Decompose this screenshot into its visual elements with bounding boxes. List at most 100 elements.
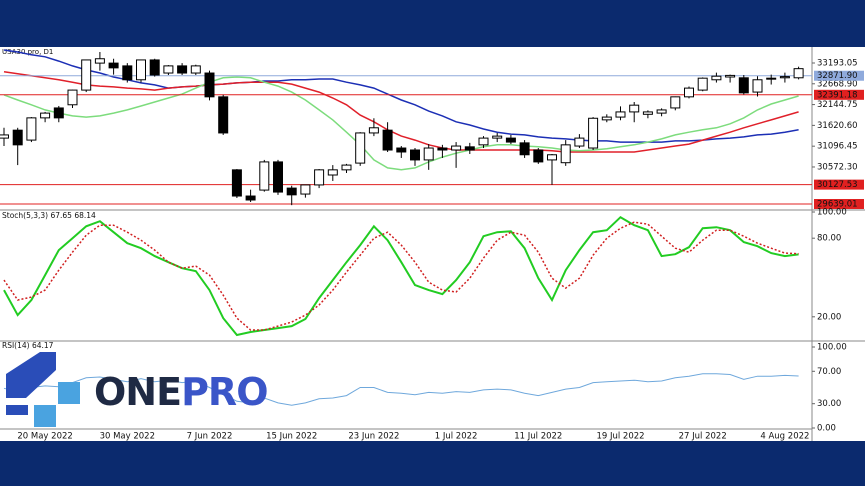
logo-one: ONE: [94, 370, 181, 414]
stoch-title: Stoch(5,3,3) 67.65 68.14: [2, 211, 96, 220]
candle-body: [231, 169, 242, 197]
candle-body: [341, 164, 352, 171]
candle-body: [382, 129, 393, 151]
candle-body: [738, 77, 749, 94]
candle-body: [519, 142, 530, 156]
candle-body: [451, 145, 462, 151]
candle-body: [53, 107, 64, 119]
y-tick-label: 70.00: [817, 367, 841, 377]
y-tick-label: 32668.90: [817, 79, 858, 89]
logo-text: ONEPRO: [94, 370, 268, 414]
candle-body: [136, 59, 146, 81]
level-label: 32391.18: [817, 90, 858, 100]
candle-body: [26, 117, 37, 141]
candle-body: [368, 127, 379, 134]
candle-body: [286, 187, 297, 196]
level-label: 32871.90: [817, 71, 858, 81]
candle-body: [697, 77, 708, 91]
candle-body: [533, 149, 544, 163]
candle-body: [122, 65, 133, 81]
logo-shape: [58, 382, 80, 404]
x-tick-label: 30 May 2022: [100, 432, 155, 442]
candle-body: [478, 137, 489, 146]
candle-body: [766, 77, 777, 80]
x-tick-label: 20 May 2022: [17, 432, 72, 442]
candle-body: [218, 96, 229, 134]
level-label-box: [814, 89, 864, 100]
candle-body: [94, 58, 105, 64]
level-label-box: [814, 179, 864, 190]
candle-body: [314, 169, 325, 186]
logo-shape: [6, 405, 28, 415]
candle-body: [505, 137, 516, 143]
rsi-title: RSI(14) 64.17: [2, 341, 54, 350]
candle-body: [684, 87, 694, 98]
y-tick-label: 20.00: [817, 312, 841, 322]
candle-body: [81, 59, 92, 91]
x-tick-label: 15 Jun 2022: [266, 432, 317, 442]
y-tick-label: 30572.30: [817, 162, 858, 172]
candle-body: [588, 117, 599, 149]
level-label-box: [814, 70, 864, 81]
candle-body: [574, 137, 585, 147]
candle-body: [547, 154, 557, 161]
candle-body: [560, 144, 571, 164]
candle-body: [629, 104, 640, 113]
candle-body: [149, 59, 160, 76]
candle-body: [259, 161, 270, 191]
y-tick-label: 30.00: [817, 399, 841, 409]
candle-body: [300, 184, 311, 195]
moving-average: [3, 71, 799, 153]
x-tick-label: 23 Jun 2022: [348, 432, 399, 442]
candle-body: [793, 68, 804, 79]
candle-body: [410, 149, 420, 161]
candle-body: [423, 147, 434, 161]
y-tick-label: 33193.05: [817, 58, 858, 68]
y-tick-label: 100.00: [817, 208, 847, 218]
logo-pro: PRO: [181, 370, 267, 414]
candle-body: [67, 89, 78, 106]
candle-body: [327, 169, 338, 176]
indicator-line: [3, 373, 799, 406]
x-tick-label: 1 Jul 2022: [435, 432, 478, 442]
x-tick-label: 11 Jul 2022: [514, 432, 562, 442]
candle-body: [355, 132, 366, 164]
x-tick-label: 4 Aug 2022: [760, 432, 809, 442]
level-label: 30127.53: [817, 180, 858, 190]
moving-average: [3, 49, 799, 143]
candle-body: [163, 65, 174, 74]
y-tick-label: 0.00: [817, 424, 836, 434]
y-tick-label: 100.00: [817, 343, 847, 353]
indicator-line: [3, 215, 799, 337]
candle-body: [725, 74, 736, 78]
candle-body: [601, 116, 612, 121]
candle-body: [273, 161, 283, 193]
moving-average: [3, 76, 799, 171]
candle-body: [492, 135, 503, 139]
candle-body: [12, 129, 23, 146]
candle-body: [245, 195, 256, 201]
candle-body: [204, 72, 215, 98]
candle-body: [670, 96, 681, 109]
logo: ONEPRO: [6, 352, 269, 427]
y-tick-label: 31096.45: [817, 142, 858, 152]
candle-body: [615, 111, 626, 118]
candle-body: [437, 147, 448, 151]
x-tick-label: 19 Jul 2022: [596, 432, 644, 442]
x-tick-label: 27 Jul 2022: [679, 432, 727, 442]
candle-body: [40, 112, 51, 119]
level-label-box: [814, 199, 864, 210]
candle-body: [642, 111, 653, 115]
logo-shape: [6, 352, 56, 398]
logo-shape: [34, 405, 56, 427]
candle-body: [177, 65, 188, 74]
y-tick-label: 31620.60: [817, 121, 858, 131]
indicator-line: [3, 221, 799, 331]
candle-body: [396, 147, 407, 153]
candle-body: [752, 79, 763, 93]
candle-body: [0, 134, 9, 139]
candle-body: [464, 146, 475, 151]
candle-body: [656, 109, 667, 114]
